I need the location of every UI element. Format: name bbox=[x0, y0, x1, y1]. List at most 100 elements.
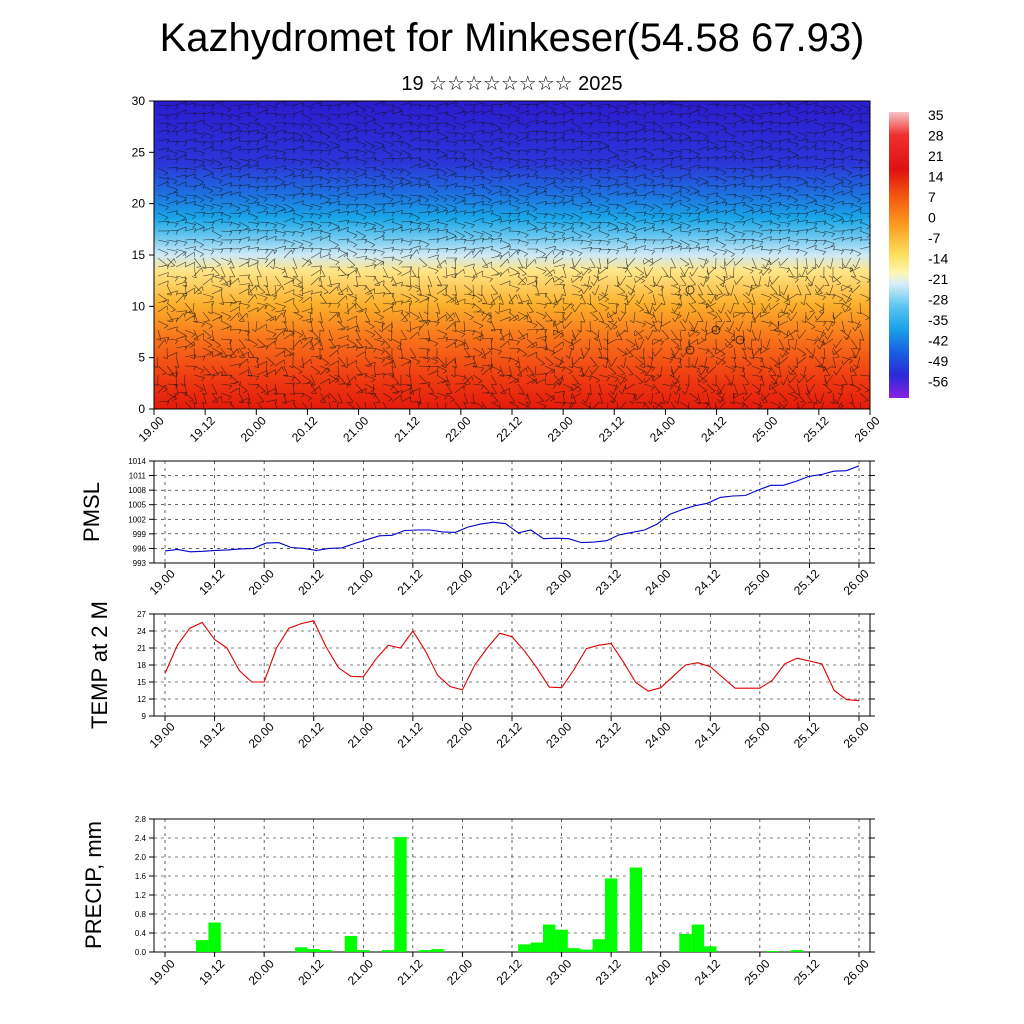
profile-x-axis: 19.00 19.12 20.00 20.12 21.00 21.12 22.00 22.12… bbox=[136, 409, 883, 445]
x-tick-label: 23.00 bbox=[543, 566, 574, 597]
x-tick-label: 22.00 bbox=[444, 566, 475, 597]
pmsl-x-axis: 19.00 19.12 20.00 20.12 21.00 21.12 22.00 22.12… bbox=[147, 563, 872, 598]
colorbar-label: 21 bbox=[928, 148, 944, 164]
y-tick-label: 20 bbox=[132, 197, 146, 211]
profile-panel: 0 5 10 15 20 25 30 19.00 19.12 20.00 20.12 21.00 21… bbox=[132, 94, 883, 445]
colorbar-scale bbox=[889, 112, 909, 398]
y-tick-label: 0.8 bbox=[135, 910, 147, 919]
x-tick-label: 20.12 bbox=[295, 566, 326, 597]
x-tick-label: 25.00 bbox=[741, 566, 772, 597]
chart-subtitle: 19 ☆☆☆☆☆☆☆☆ 2025 bbox=[401, 73, 623, 95]
colorbar-labels: 35 28 21 14 7 0 -7 -14 -21 -28 -35 -42 -49 -56 bbox=[928, 107, 948, 390]
y-tick-label: 0 bbox=[138, 402, 145, 416]
calm-marker bbox=[711, 325, 721, 335]
x-tick-label: 22.00 bbox=[444, 956, 475, 987]
x-tick-label: 20.00 bbox=[246, 566, 277, 597]
y-tick-label: 18 bbox=[137, 661, 146, 670]
x-tick-label: 26.00 bbox=[841, 719, 872, 750]
x-tick-label: 19.12 bbox=[196, 719, 227, 750]
x-tick-label: 22.12 bbox=[494, 413, 525, 444]
wind-barb-field bbox=[154, 101, 870, 409]
x-tick-label: 21.12 bbox=[391, 413, 422, 444]
x-tick-label: 20.00 bbox=[246, 719, 277, 750]
colorbar-label: 14 bbox=[928, 169, 944, 185]
x-tick-label: 25.00 bbox=[741, 956, 772, 987]
precip-bar bbox=[307, 949, 320, 952]
y-tick-label: 30 bbox=[132, 94, 146, 108]
x-tick-label: 22.12 bbox=[494, 719, 525, 750]
y-tick-label: 10 bbox=[132, 299, 146, 313]
temp-y-axis: 27 24 21 18 15 12 9 bbox=[137, 610, 875, 721]
y-tick-label: 993 bbox=[133, 559, 147, 568]
pmsl-panel: 1014 1011 1008 1005 1002 999 996 993 19.00 19.12… bbox=[79, 457, 875, 598]
x-tick-label: 21.00 bbox=[345, 956, 376, 987]
chart-title: Kazhydromet for Minkeser(54.58 67.93) bbox=[159, 16, 865, 60]
precip-bar bbox=[208, 922, 221, 952]
precip-grid bbox=[154, 818, 870, 953]
x-tick-label: 24.00 bbox=[642, 566, 673, 597]
precip-bar bbox=[518, 944, 531, 952]
x-tick-label: 23.12 bbox=[596, 413, 627, 444]
x-tick-label: 21.00 bbox=[345, 719, 376, 750]
pmsl-line bbox=[164, 465, 860, 553]
x-tick-label: 19.12 bbox=[196, 956, 227, 987]
y-tick-label: 2.4 bbox=[135, 834, 147, 843]
x-tick-label: 20.00 bbox=[238, 413, 269, 444]
precip-bar bbox=[381, 950, 395, 952]
precip-bar bbox=[543, 924, 556, 952]
temp-line bbox=[164, 620, 860, 702]
calm-marker bbox=[685, 285, 695, 295]
y-tick-label: 27 bbox=[137, 610, 146, 619]
y-tick-label: 21 bbox=[137, 644, 146, 653]
x-tick-label: 25.12 bbox=[800, 413, 831, 444]
precip-bar bbox=[344, 935, 358, 952]
pmsl-series bbox=[164, 465, 860, 553]
precip-bar bbox=[394, 837, 407, 952]
temp-grid bbox=[154, 613, 870, 717]
x-tick-label: 23.12 bbox=[593, 566, 624, 597]
x-tick-label: 23.00 bbox=[543, 956, 574, 987]
y-tick-label: 2.8 bbox=[135, 815, 147, 824]
colorbar-label: 0 bbox=[928, 210, 936, 226]
precip-bar bbox=[319, 950, 333, 952]
x-tick-label: 22.12 bbox=[494, 956, 525, 987]
precip-bar bbox=[604, 878, 618, 952]
x-tick-label: 19.12 bbox=[196, 566, 227, 597]
colorbar-label: -56 bbox=[928, 374, 948, 390]
calm-marker bbox=[735, 335, 745, 345]
colorbar-label: -7 bbox=[928, 230, 941, 246]
precip-bar bbox=[704, 946, 717, 952]
precip-x-axis: 19.00 19.12 20.00 20.12 21.00 21.12 22.00 22.12… bbox=[147, 952, 872, 988]
x-tick-label: 20.00 bbox=[246, 956, 277, 987]
y-tick-label: 5 bbox=[138, 351, 145, 365]
x-tick-label: 24.00 bbox=[642, 956, 673, 987]
calm-marker bbox=[685, 345, 695, 355]
x-tick-label: 21.12 bbox=[394, 956, 425, 987]
x-tick-label: 24.12 bbox=[692, 719, 723, 750]
y-tick-label: 0.0 bbox=[135, 948, 147, 957]
precip-y-axis: 2.8 2.4 2.0 1.6 1.2 0.8 0.4 0.0 bbox=[135, 815, 875, 957]
colorbar: 35 28 21 14 7 0 -7 -14 -21 -28 -35 -42 -49 -56 bbox=[889, 107, 948, 398]
y-tick-label: 15 bbox=[132, 248, 146, 262]
y-tick-label: 1005 bbox=[128, 501, 146, 510]
x-tick-label: 25.12 bbox=[791, 719, 822, 750]
precip-bar bbox=[431, 949, 444, 952]
x-tick-label: 26.00 bbox=[852, 413, 883, 444]
pmsl-axis-label: PMSL bbox=[79, 482, 104, 542]
precip-bar bbox=[567, 948, 581, 952]
colorbar-label: -21 bbox=[928, 271, 948, 287]
x-tick-label: 22.00 bbox=[442, 413, 473, 444]
y-tick-label: 1.2 bbox=[135, 891, 147, 900]
precip-panel: 2.8 2.4 2.0 1.6 1.2 0.8 0.4 0.0 19.00 19.12 20.00… bbox=[81, 815, 875, 988]
x-tick-label: 21.00 bbox=[340, 413, 371, 444]
x-tick-label: 19.12 bbox=[187, 413, 218, 444]
x-tick-label: 25.00 bbox=[741, 719, 772, 750]
colorbar-label: -35 bbox=[928, 312, 948, 328]
precip-axis-label: PRECIP, mm bbox=[81, 821, 106, 949]
x-tick-label: 25.00 bbox=[749, 413, 780, 444]
y-tick-label: 24 bbox=[137, 627, 146, 636]
precip-bar bbox=[555, 929, 568, 952]
x-tick-label: 26.00 bbox=[841, 566, 872, 597]
